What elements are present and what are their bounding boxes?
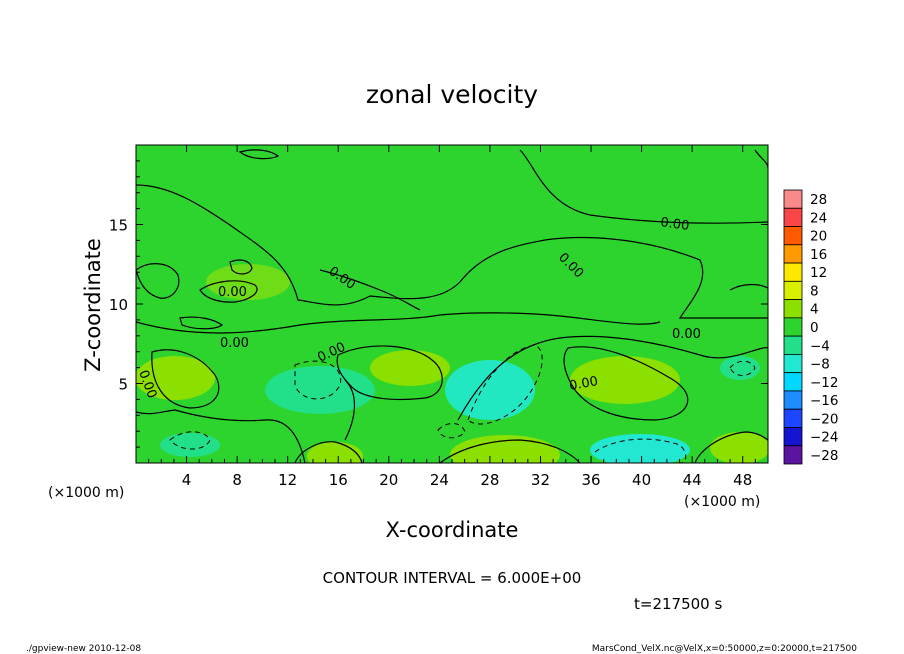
footer-program: ./gpview-new 2010-12-08 — [26, 644, 141, 654]
x-tick-label: 8 — [232, 471, 242, 489]
x-tick-label: 44 — [683, 471, 702, 489]
colorbar-label: 4 — [810, 302, 819, 318]
colorbar-swatch — [783, 353, 803, 374]
field-positive-region — [450, 435, 560, 463]
colorbar-label: 24 — [810, 210, 827, 226]
contour-label: 0.00 — [568, 374, 599, 394]
plot-area: 0.00 0.00 0.00 0.00 0.00 0.00 0.00 0.00 … — [136, 145, 768, 463]
colorbar-swatch — [783, 317, 803, 337]
y-axis: 5 10 15 — [109, 160, 768, 448]
colorbar-label: −4 — [810, 338, 830, 354]
colorbar-swatch — [783, 262, 803, 282]
x-tick-label: 20 — [379, 471, 398, 489]
field-negative-region — [160, 433, 220, 457]
x-axis-title: X-coordinate — [386, 518, 519, 542]
colorbar-label: −24 — [810, 430, 839, 446]
field-negative-region — [265, 366, 375, 414]
x-tick-label: 40 — [632, 471, 651, 489]
colorbar-label: 0 — [810, 320, 819, 336]
colorbar-label: 12 — [810, 265, 827, 281]
y-tick-label: 5 — [118, 376, 128, 394]
colorbar-swatch — [783, 207, 803, 227]
negative-contour-lines — [169, 344, 756, 463]
x-tick-label: 12 — [278, 471, 297, 489]
colorbar-swatch — [783, 299, 803, 319]
colorbar-label: −20 — [810, 411, 839, 427]
field-negative-region — [445, 360, 535, 420]
colorbar-label: −12 — [810, 375, 839, 391]
colorbar-label: 20 — [810, 229, 827, 245]
x-unit-label: (×1000 m) — [684, 494, 760, 510]
contour-lines — [136, 149, 768, 463]
field-positive-region — [710, 432, 768, 463]
contour-label: 0.00 — [220, 336, 249, 351]
x-axis: 4 8 12 16 20 24 28 32 36 40 44 48 — [148, 145, 756, 489]
x-tick-label: 16 — [329, 471, 348, 489]
x-tick-label: 32 — [531, 471, 550, 489]
colorbar-swatch — [783, 189, 803, 209]
colorbar-label: 28 — [810, 192, 827, 208]
x-tick-label: 4 — [182, 471, 192, 489]
x-tick-label: 36 — [581, 471, 600, 489]
y-axis-title: Z-coordinate — [81, 238, 105, 372]
field-background — [136, 145, 768, 463]
field-positive-region — [307, 442, 363, 463]
colorbar-label: −16 — [810, 393, 839, 409]
contour-label: 0.00 — [218, 285, 247, 300]
y-unit-label: (×1000 m) — [48, 485, 124, 501]
chart-title: zonal velocity — [366, 80, 538, 109]
colorbar-swatch — [783, 244, 803, 264]
colorbar-label: 8 — [810, 283, 819, 299]
field-positive-region — [136, 356, 215, 400]
x-tick-label: 48 — [733, 471, 752, 489]
y-tick-label: 10 — [109, 296, 128, 314]
colorbar-label: 16 — [810, 247, 827, 263]
field-positive-region — [370, 350, 450, 386]
colorbar: 28 24 20 16 12 8 4 0 −4 −8 −12 −16 −20 −24 −28 — [783, 189, 839, 465]
colorbar-swatch — [783, 335, 803, 355]
colorbar-label: −8 — [810, 357, 830, 373]
colorbar-swatch — [783, 226, 803, 246]
contour-label: 0.00 — [672, 327, 701, 342]
time-stamp: t=217500 s — [634, 595, 722, 613]
colorbar-swatch — [783, 445, 803, 465]
contour-interval-text: CONTOUR INTERVAL = 6.000E+00 — [323, 569, 582, 587]
footer-source: MarsCond_VelX.nc@VelX,x=0:50000,z=0:2000… — [592, 644, 857, 654]
x-tick-label: 28 — [480, 471, 499, 489]
colorbar-swatch — [783, 408, 803, 428]
colorbar-label: −28 — [810, 448, 839, 464]
contour-label: 0.00 — [659, 215, 690, 234]
colorbar-swatch — [783, 372, 803, 392]
y-tick-label: 15 — [109, 217, 128, 235]
colorbar-swatch — [783, 280, 803, 301]
x-tick-label: 24 — [430, 471, 449, 489]
colorbar-swatch — [783, 427, 803, 447]
field-negative-region — [720, 356, 760, 380]
colorbar-swatch — [783, 390, 803, 410]
